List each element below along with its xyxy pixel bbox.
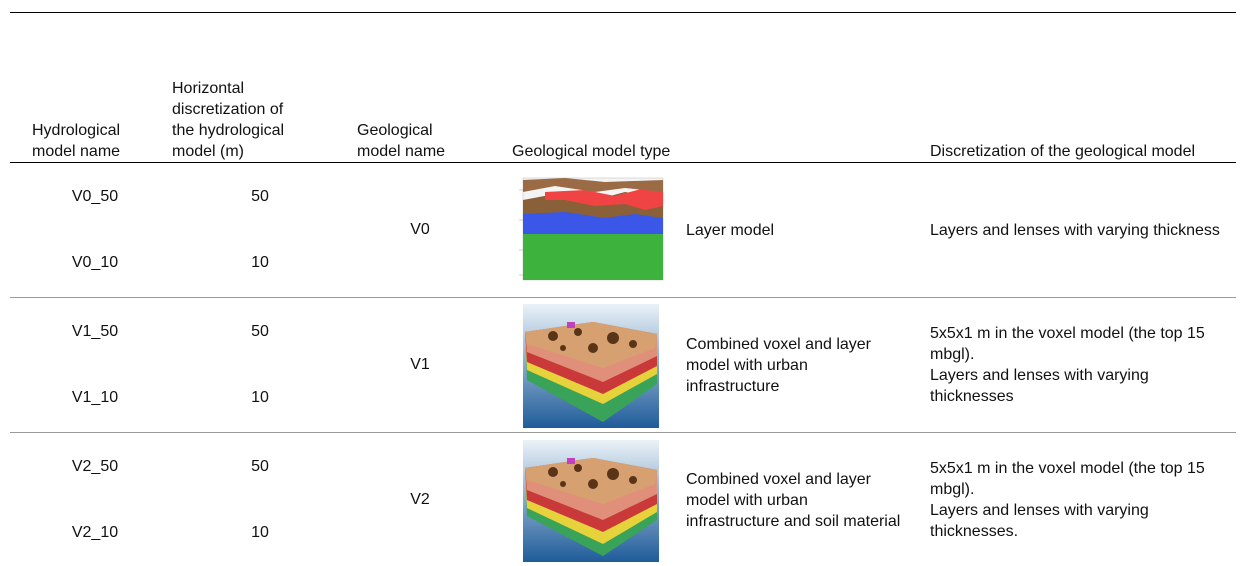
geo-discretization: Layers and lenses with varying thickness… <box>930 367 1149 405</box>
row-rule <box>10 297 1236 298</box>
header-cell: Hydrological model name <box>32 122 121 160</box>
hydro-name: V1_50 <box>71 323 119 340</box>
geo-discretization-cell: 5x5x1 m in the voxel model (the top 15 m… <box>930 434 1235 566</box>
discretization: 10 <box>251 389 269 406</box>
geo-discretization: Layers and lenses with varying thickness <box>930 221 1220 239</box>
layer-model-thumbnail <box>505 170 667 288</box>
discretization: 50 <box>251 188 269 205</box>
geo-type-cell: Layer model <box>686 164 901 296</box>
geo-name: V0 <box>410 221 430 238</box>
geo-discretization: 5x5x1 m in the voxel model (the top 15 m… <box>930 460 1205 498</box>
header-cell: Horizontal discretization of the hydrolo… <box>172 80 285 160</box>
geo-type: Combined voxel and layer model with urba… <box>686 335 871 395</box>
geo-type: Combined voxel and layer model with urba… <box>686 470 901 530</box>
geo-name: V2 <box>410 491 430 508</box>
geo-discretization-cell: 5x5x1 m in the voxel model (the top 15 m… <box>930 299 1235 431</box>
geo-type: Layer model <box>686 221 775 239</box>
top-rule <box>10 12 1236 13</box>
geo-name: V1 <box>410 356 430 373</box>
header-cell: Discretization of the geological model <box>930 143 1196 160</box>
header-rule <box>10 162 1236 163</box>
discretization: 50 <box>251 458 269 475</box>
geo-discretization: 5x5x1 m in the voxel model (the top 15 m… <box>930 325 1205 363</box>
discretization: 10 <box>251 524 269 541</box>
geo-type-cell: Combined voxel and layer model with urba… <box>686 434 901 566</box>
geo-discretization-cell: Layers and lenses with varying thickness <box>930 164 1235 296</box>
voxel-model-thumbnail <box>523 304 659 428</box>
geo-type-cell: Combined voxel and layer model with urba… <box>686 299 901 431</box>
row-rule <box>10 432 1236 433</box>
header-cell: Geological model type <box>512 143 671 160</box>
hydro-name: V2_10 <box>71 524 119 541</box>
hydro-name: V0_50 <box>71 188 119 205</box>
hydro-name: V2_50 <box>71 458 119 475</box>
discretization: 10 <box>251 254 269 271</box>
voxel-model-thumbnail <box>523 440 659 562</box>
geo-discretization: Layers and lenses with varying thickness… <box>930 502 1149 540</box>
header-cell: Geological model name <box>357 122 446 160</box>
discretization: 50 <box>251 323 269 340</box>
hydro-name: V1_10 <box>71 389 119 406</box>
hydro-name: V0_10 <box>71 254 119 271</box>
